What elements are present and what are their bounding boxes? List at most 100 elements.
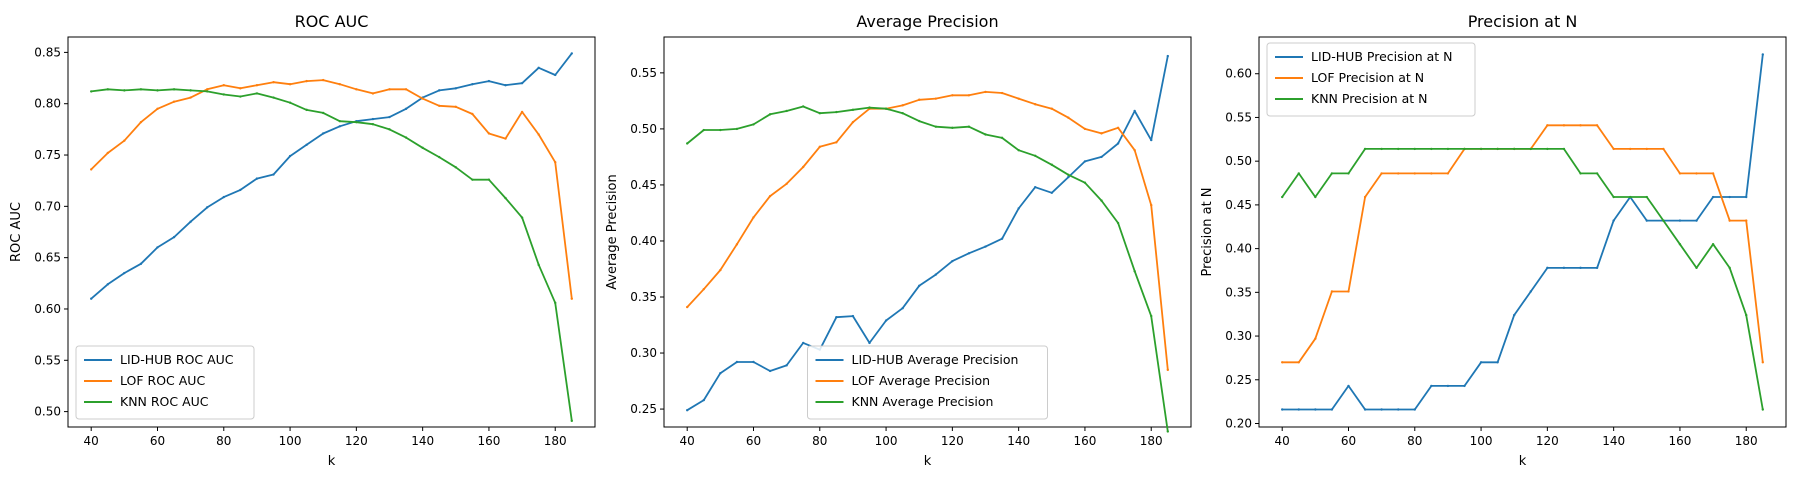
data-point [1100, 132, 1102, 134]
data-point [1430, 172, 1432, 174]
x-axis-label: k [328, 454, 336, 469]
data-point [1629, 196, 1631, 198]
x-tick-label: 160 [1668, 434, 1691, 448]
data-point [802, 105, 804, 107]
data-point [1712, 196, 1714, 198]
data-point [156, 108, 158, 110]
data-point [355, 121, 357, 123]
data-point [984, 133, 986, 135]
data-point [1331, 408, 1333, 410]
data-point [1117, 222, 1119, 224]
legend: LID-HUB Precision at NLOF Precision at N… [1267, 43, 1475, 116]
data-point [438, 89, 440, 91]
y-tick-label: 0.60 [34, 302, 61, 316]
data-point [1298, 172, 1300, 174]
y-tick-label: 0.50 [1225, 154, 1252, 168]
data-point [686, 306, 688, 308]
data-point [421, 147, 423, 149]
data-point [802, 342, 804, 344]
data-point [223, 93, 225, 95]
chart-title: Precision at N [1468, 12, 1578, 31]
data-point [1067, 174, 1069, 176]
data-point [785, 110, 787, 112]
data-point [140, 263, 142, 265]
x-tick-label: 40 [1275, 434, 1290, 448]
data-point [1447, 385, 1449, 387]
data-point [752, 361, 754, 363]
data-point [322, 79, 324, 81]
x-tick-label: 180 [1735, 434, 1758, 448]
data-point [1728, 219, 1730, 221]
data-point [1331, 172, 1333, 174]
data-point [1281, 196, 1283, 198]
data-point [868, 106, 870, 108]
chart-panel-3: Precision at N40 60 80 100 120 140 160 1800.200… [1200, 12, 1786, 469]
data-point [305, 144, 307, 146]
data-point [1579, 267, 1581, 269]
data-point [984, 91, 986, 93]
data-point [206, 206, 208, 208]
y-tick-label: 0.65 [34, 251, 61, 265]
data-point [239, 87, 241, 89]
x-tick-label: 100 [1470, 434, 1493, 448]
data-point [1646, 219, 1648, 221]
data-point [835, 316, 837, 318]
data-point [455, 106, 457, 108]
data-point [405, 136, 407, 138]
data-point [1150, 315, 1152, 317]
data-point [1563, 124, 1565, 126]
data-point [123, 272, 125, 274]
data-point [868, 342, 870, 344]
data-point [819, 112, 821, 114]
data-point [537, 264, 539, 266]
data-point [1001, 238, 1003, 240]
data-point [703, 399, 705, 401]
data-point [1612, 219, 1614, 221]
data-point [1133, 110, 1135, 112]
data-point [736, 128, 738, 130]
data-point [1546, 267, 1548, 269]
legend-label: KNN Average Precision [852, 394, 994, 409]
data-point [1745, 314, 1747, 316]
data-point [719, 372, 721, 374]
data-point [1380, 148, 1382, 150]
data-point [256, 92, 258, 94]
data-point [1397, 408, 1399, 410]
data-point [1017, 149, 1019, 151]
data-point [1414, 148, 1416, 150]
data-point [968, 94, 970, 96]
x-tick-label: 60 [746, 434, 761, 448]
data-point [1380, 408, 1382, 410]
data-point [1728, 267, 1730, 269]
data-point [488, 80, 490, 82]
data-point [1150, 204, 1152, 206]
data-point [455, 87, 457, 89]
y-axis-label: ROC AUC [9, 202, 24, 262]
legend-label: LID-HUB ROC AUC [120, 352, 234, 367]
data-point [1117, 142, 1119, 144]
data-point [107, 283, 109, 285]
data-point [1067, 176, 1069, 178]
data-point [1480, 361, 1482, 363]
y-tick-label: 0.55 [1225, 110, 1252, 124]
data-point [686, 409, 688, 411]
data-point [935, 273, 937, 275]
data-point [521, 111, 523, 113]
data-point [1051, 164, 1053, 166]
data-point [173, 88, 175, 90]
x-tick-label: 60 [150, 434, 165, 448]
data-point [355, 88, 357, 90]
y-tick-label: 0.25 [1225, 373, 1252, 387]
data-point [1596, 124, 1598, 126]
data-point [852, 315, 854, 317]
legend-label: LOF ROC AUC [120, 373, 205, 388]
data-point [1463, 148, 1465, 150]
data-point [1017, 97, 1019, 99]
data-point [968, 252, 970, 254]
data-point [140, 88, 142, 90]
data-point [901, 112, 903, 114]
x-tick-label: 60 [1341, 434, 1356, 448]
data-point [951, 127, 953, 129]
data-point [388, 88, 390, 90]
data-point [438, 105, 440, 107]
